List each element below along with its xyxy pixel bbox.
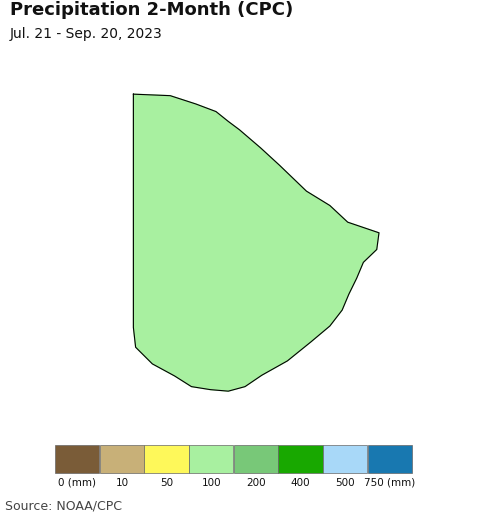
FancyBboxPatch shape (189, 444, 233, 473)
Text: 500: 500 (336, 478, 355, 488)
FancyBboxPatch shape (55, 444, 99, 473)
Text: 100: 100 (202, 478, 221, 488)
FancyBboxPatch shape (100, 444, 144, 473)
FancyBboxPatch shape (144, 444, 189, 473)
Text: 10: 10 (115, 478, 129, 488)
FancyBboxPatch shape (234, 444, 278, 473)
Text: 750 (mm): 750 (mm) (364, 478, 415, 488)
Text: 400: 400 (291, 478, 310, 488)
FancyBboxPatch shape (323, 444, 367, 473)
Polygon shape (133, 94, 379, 391)
Text: Source: NOAA/CPC: Source: NOAA/CPC (5, 500, 122, 512)
Text: 50: 50 (160, 478, 173, 488)
FancyBboxPatch shape (368, 444, 412, 473)
Text: Jul. 21 - Sep. 20, 2023: Jul. 21 - Sep. 20, 2023 (10, 27, 162, 41)
Text: 0 (mm): 0 (mm) (58, 478, 96, 488)
Text: 200: 200 (246, 478, 265, 488)
Text: Precipitation 2-Month (CPC): Precipitation 2-Month (CPC) (10, 2, 293, 20)
FancyBboxPatch shape (278, 444, 323, 473)
